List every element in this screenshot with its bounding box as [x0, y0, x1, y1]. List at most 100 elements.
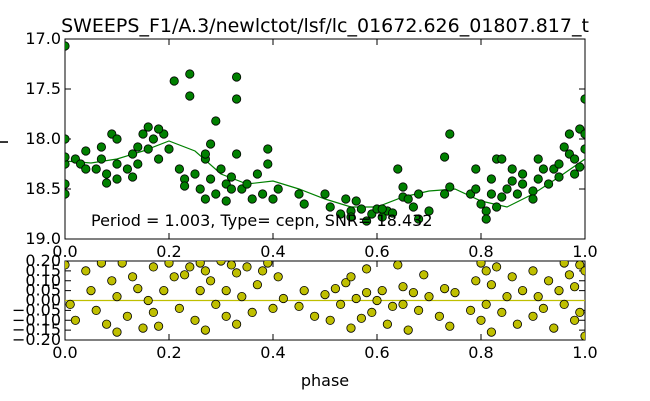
lightcurve-data-point: [65, 189, 70, 199]
lightcurve-data-point: [232, 72, 242, 82]
residual-data-point: [580, 331, 585, 340]
residual-data-point: [102, 319, 112, 329]
residual-data-point: [481, 266, 491, 276]
residual-data-point: [356, 313, 366, 323]
residual-data-point: [575, 261, 585, 270]
residual-data-point: [569, 315, 580, 325]
lightcurve-data-point: [195, 184, 205, 194]
residual-data-point: [96, 261, 106, 268]
residual-data-point: [361, 264, 372, 274]
lightcurve-data-point: [143, 144, 153, 154]
lightcurve-data-point: [569, 169, 580, 179]
top-y-axis-label: I: [0, 140, 12, 145]
lightcurve-data-point: [424, 206, 434, 216]
residual-y-tick-label: −0.05: [12, 300, 61, 319]
lightcurve-data-point: [476, 199, 486, 209]
residual-data-point: [164, 261, 174, 268]
residual-data-point: [143, 295, 153, 306]
lightcurve-data-point: [325, 202, 335, 212]
residual-data-point: [206, 276, 216, 286]
lightcurve-data-point: [206, 174, 216, 184]
residual-x-tick-label: 0.0: [52, 343, 77, 362]
lightcurve-data-point: [413, 214, 424, 224]
residual-data-point: [320, 289, 330, 300]
lightcurve-data-point: [580, 129, 585, 139]
lightcurve-data-point: [226, 172, 236, 182]
lightcurve-data-point: [497, 154, 507, 164]
lightcurve-data-point: [533, 154, 543, 164]
lightcurve-data-point: [263, 159, 273, 169]
lightcurve-data-point: [554, 159, 564, 169]
residual-data-point: [185, 262, 195, 272]
residual-data-point: [424, 291, 434, 302]
residual-data-point: [148, 262, 158, 272]
lightcurve-data-point: [65, 41, 70, 51]
residual-data-point: [450, 287, 460, 298]
residual-data-point: [242, 262, 252, 272]
lightcurve-data-point: [538, 164, 549, 174]
residual-data-point: [128, 272, 138, 282]
residual-data-point: [180, 270, 190, 280]
lightcurve-data-point: [533, 174, 543, 184]
lightcurve-data-point: [200, 194, 210, 204]
residual-data-point: [65, 299, 75, 309]
lightcurve-data-point: [486, 189, 496, 199]
lightcurve-x-tick-label: 0.6: [364, 242, 389, 261]
lightcurve-data-point: [211, 189, 221, 199]
residual-data-point: [133, 283, 143, 294]
residual-data-point: [471, 276, 481, 286]
residual-data-point: [507, 272, 517, 282]
residual-data-point: [65, 261, 70, 270]
lightcurve-data-point: [128, 149, 138, 159]
residual-data-point: [445, 321, 455, 331]
lightcurve-data-point: [190, 169, 200, 179]
lightcurve-x-tick-label: 1.0: [572, 242, 597, 261]
residual-data-point: [393, 261, 403, 270]
lightcurve-data-point: [102, 169, 112, 179]
residual-x-tick-label: 0.8: [468, 343, 493, 362]
lightcurve-data-point: [226, 184, 236, 194]
lightcurve-data-point: [481, 206, 491, 216]
lightcurve-data-point: [569, 154, 580, 164]
residual-y-tick-label: 0.15: [25, 261, 61, 280]
residual-data-point: [346, 323, 356, 333]
residual-data-point: [575, 307, 585, 317]
lightcurve-x-tick-label: 0.4: [260, 242, 285, 261]
lightcurve-data-point: [361, 216, 372, 226]
residual-data-point: [70, 315, 81, 325]
lightcurve-data-point: [346, 212, 356, 222]
lightcurve-data-point: [543, 179, 554, 189]
lightcurve-data-point: [439, 189, 450, 199]
lightcurve-data-point: [528, 186, 538, 196]
lightcurve-data-point: [232, 149, 242, 159]
residual-data-point: [117, 261, 127, 268]
lightcurve-data-point: [133, 142, 143, 152]
lightcurve-data-point: [398, 182, 408, 192]
lightcurve-data-point: [164, 144, 174, 154]
residual-data-point: [387, 301, 398, 311]
lightcurve-data-point: [486, 174, 496, 184]
residual-data-point: [226, 261, 236, 270]
residual-data-point: [195, 261, 205, 268]
residual-data-point: [398, 299, 408, 309]
lightcurve-data-point: [96, 154, 107, 164]
lightcurve-data-point: [128, 172, 138, 182]
residual-data-point: [419, 270, 429, 280]
lightcurve-data-point: [507, 176, 517, 186]
lightcurve-data-point: [257, 189, 268, 199]
residual-data-point: [154, 321, 164, 331]
residual-data-point: [211, 299, 221, 309]
residual-y-tick-label: −0.20: [12, 330, 61, 349]
lightcurve-data-point: [252, 169, 262, 179]
residual-y-tick-label: 0.20: [25, 251, 61, 270]
lightcurve-data-point: [413, 189, 424, 199]
residual-data-point: [330, 283, 340, 294]
lightcurve-data-point: [320, 189, 330, 199]
residual-data-point: [257, 266, 268, 276]
lightcurve-axes-frame: [64, 38, 586, 240]
lightcurve-data-point: [387, 208, 398, 218]
lightcurve-y-tick-label: 18.5: [25, 179, 61, 198]
residual-data-point: [200, 266, 210, 276]
residual-data-point: [195, 285, 205, 296]
lightcurve-data-point: [133, 159, 143, 169]
